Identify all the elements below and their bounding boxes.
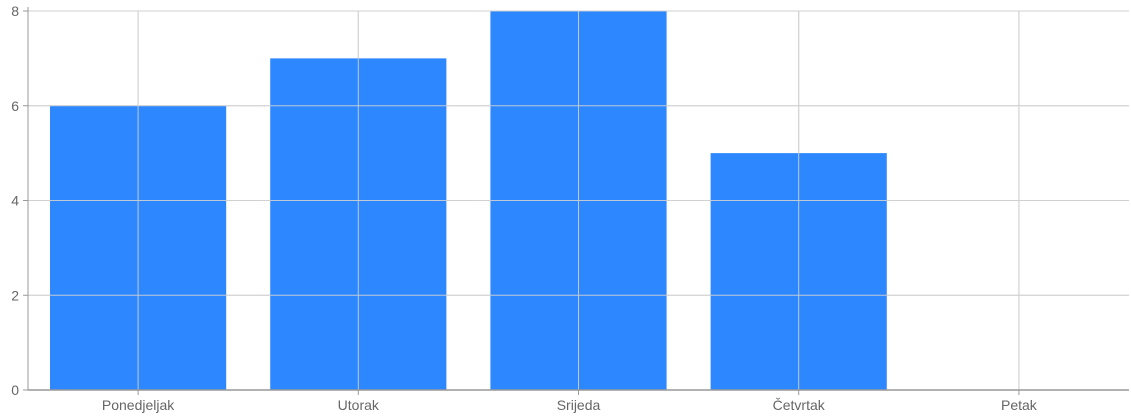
x-tick-label-utorak: Utorak: [338, 397, 380, 413]
bar-layer: [28, 10, 1129, 390]
y-tick-label: 8: [11, 3, 19, 19]
x-tick-label-četvrtak: Četvrtak: [773, 397, 826, 413]
y-tick-label: 2: [11, 287, 19, 303]
x-tick-label-ponedjeljak: Ponedjeljak: [102, 397, 175, 413]
y-tick-label: 0: [11, 382, 19, 398]
label-layer: 0 2 4 6 8 Ponedjeljak Utorak Srijeda Četvrtak Pet…: [11, 3, 1038, 413]
x-tick-label-petak: Petak: [1001, 397, 1038, 413]
axis-layer: [23, 7, 1129, 395]
y-tick-label: 6: [11, 98, 19, 114]
y-tick-label: 4: [11, 193, 19, 209]
x-tick-label-srijeda: Srijeda: [557, 397, 601, 413]
